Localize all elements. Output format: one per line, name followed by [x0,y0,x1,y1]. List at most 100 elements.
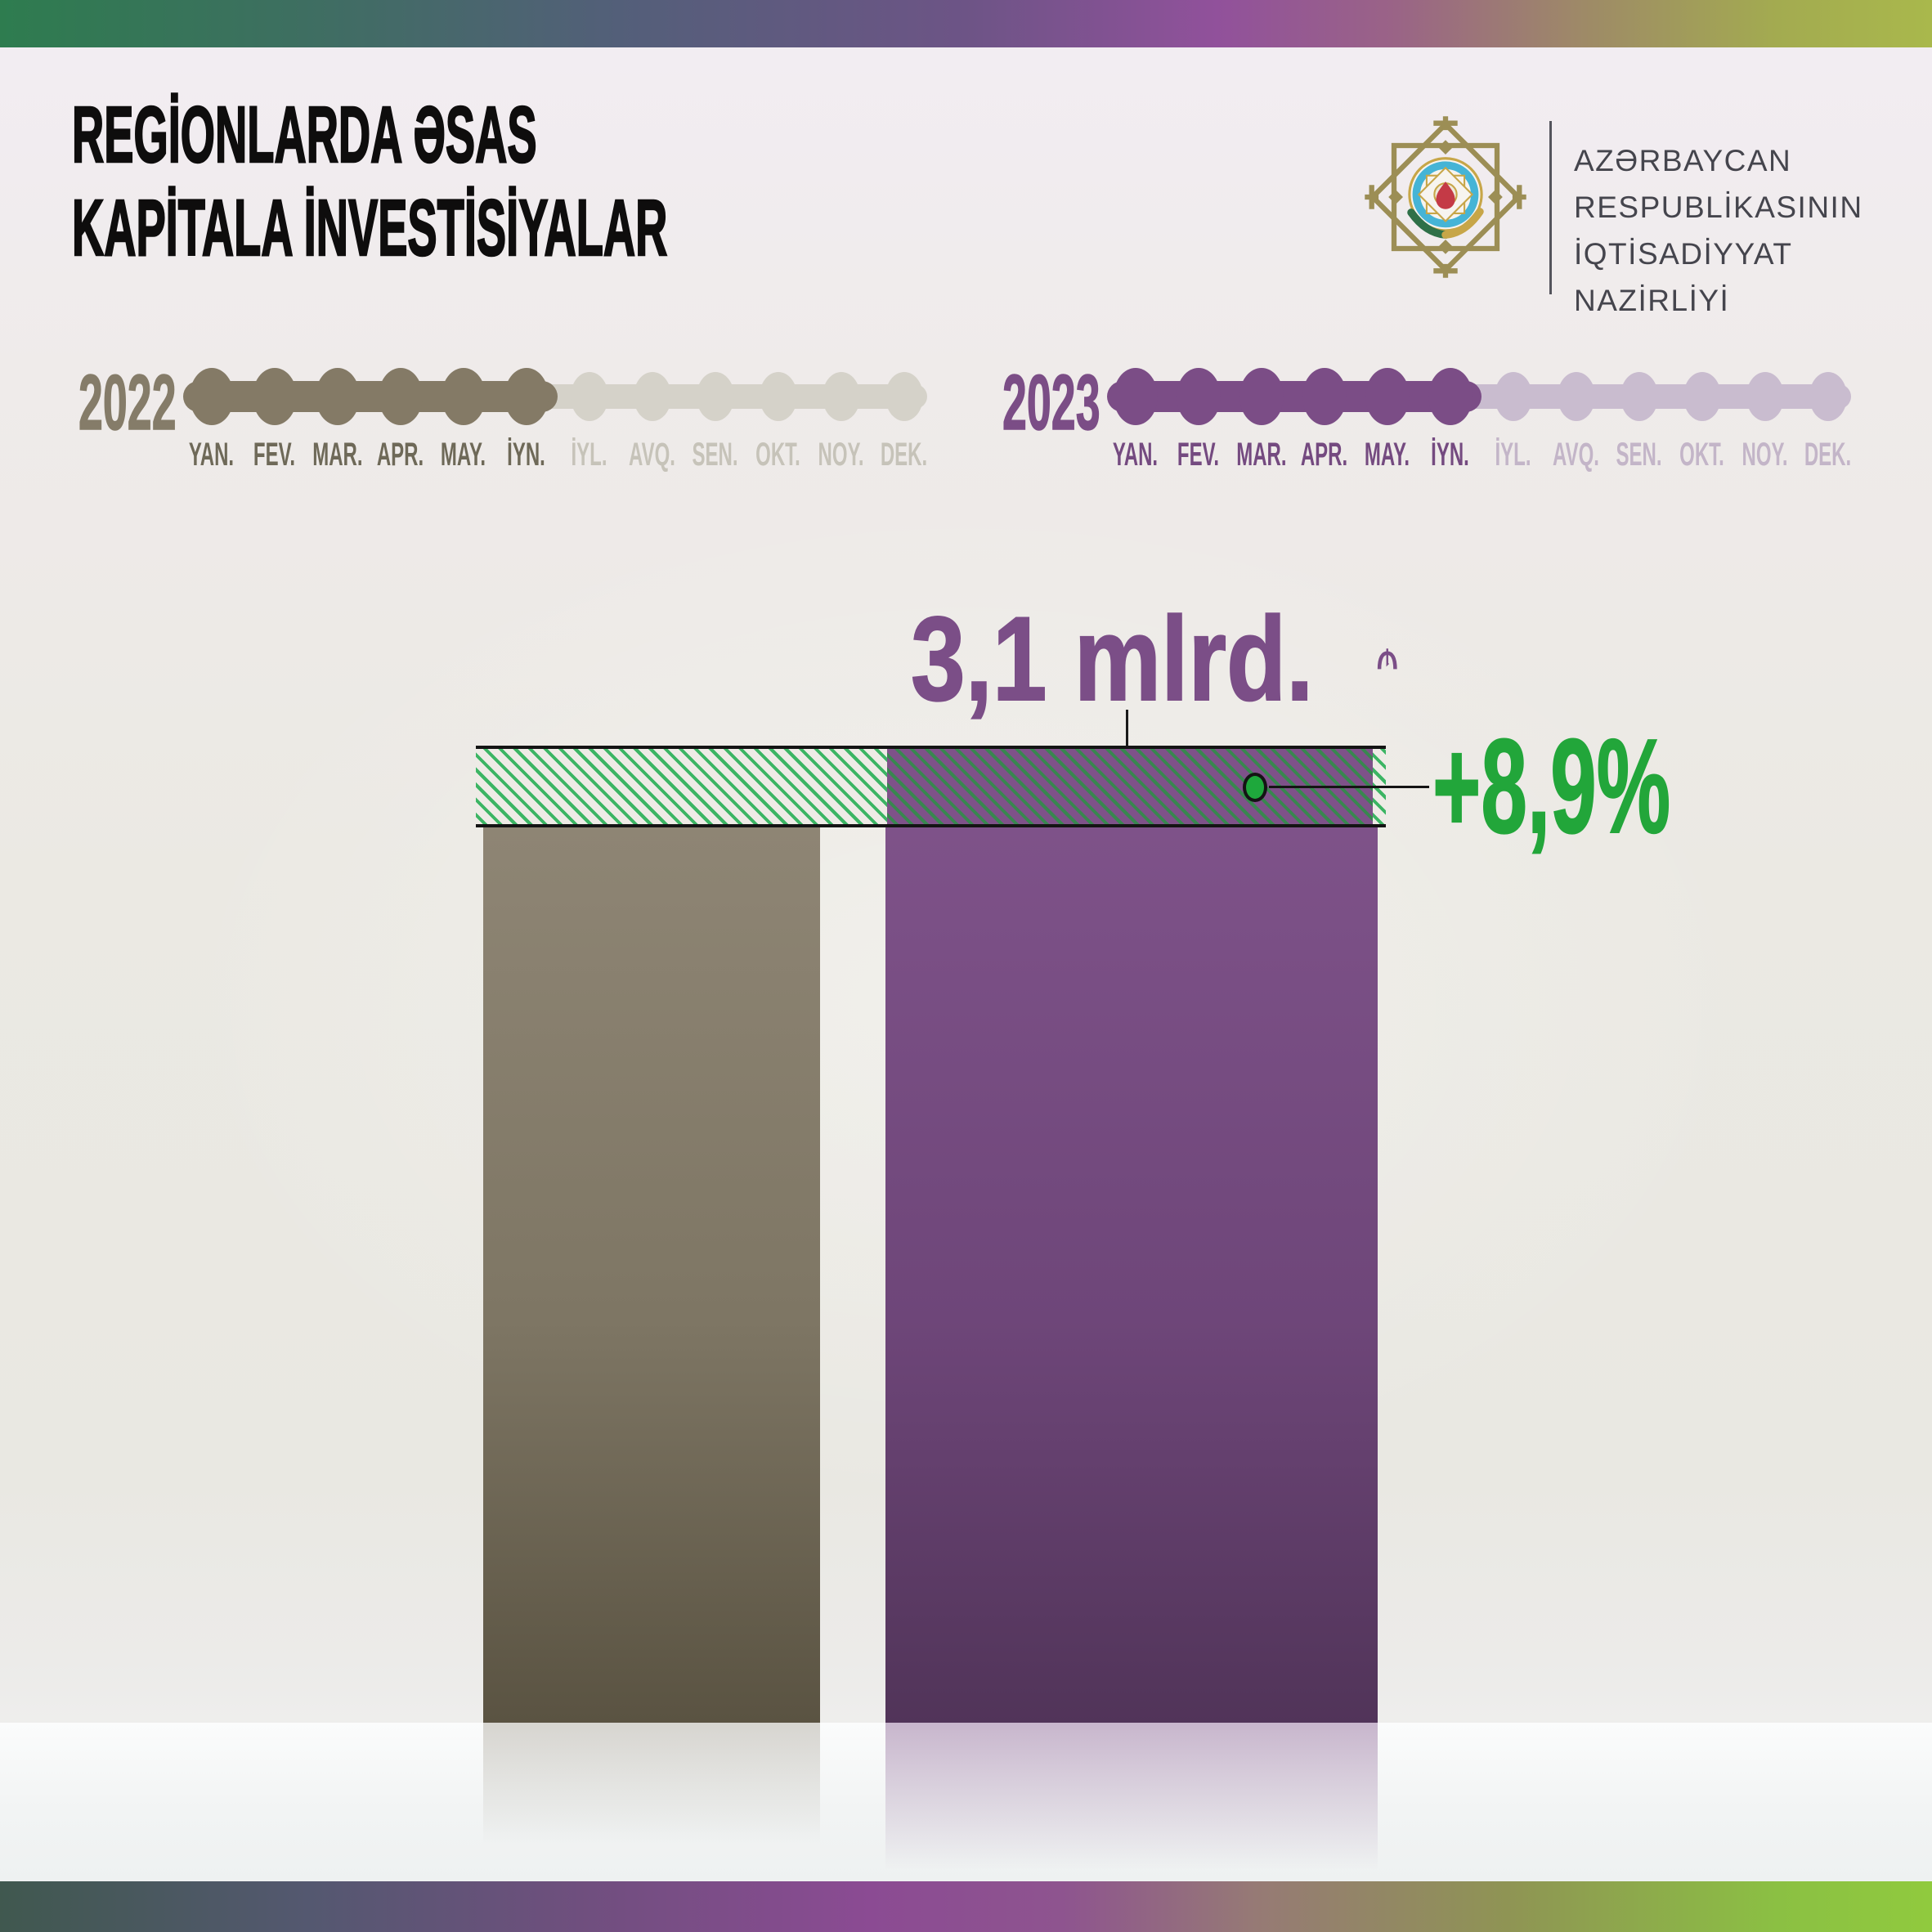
bar-2022 [483,827,820,1723]
month-label: İYL. [1495,437,1531,473]
top-gradient-bar [0,0,1932,47]
month-label: AVQ. [1553,437,1599,473]
month-dot-cell: SEN. [684,368,746,479]
month-dot-cell: MAR. [306,368,369,479]
month-label: APR. [376,437,424,473]
month-dot-cell: YAN. [1104,368,1167,479]
month-label: FEV. [253,437,296,473]
month-label: OKT. [1679,437,1724,473]
page-title-line2: KAPİTALA İNVESTİSİYALAR [71,182,668,274]
month-dot-cell: İYN. [1419,368,1481,479]
month-dot-cell: AVQ. [1544,368,1607,479]
timeline-2022: 2022 YAN. FEV. MAR. APR. MAY. İYN. İYL. … [78,359,935,479]
active-month-band [1107,381,1481,412]
month-dot [1113,368,1158,425]
month-dot [1302,368,1347,425]
bottom-gradient-bar [0,1881,1932,1932]
month-label: APR. [1300,437,1348,473]
reflection-bar-2023 [885,1723,1378,1870]
ministry-name-line4: NAZİRLİYİ [1574,284,1730,317]
growth-band [476,746,1386,827]
timeline-2023: 2023 YAN. FEV. MAR. APR. MAY. İYN. İYL. … [1002,359,1859,479]
month-dot [1365,368,1410,425]
month-label: İYL. [571,437,607,473]
growth-label: +8,9% [1432,711,1671,861]
month-chain-2022: YAN. FEV. MAR. APR. MAY. İYN. İYL. AVQ. … [180,368,935,479]
growth-callout-line [1269,786,1429,788]
bar-2023 [885,827,1378,1723]
growth-dot [1243,773,1267,802]
month-dot [441,368,486,425]
month-dot [759,372,797,421]
month-dot [189,368,234,425]
year-label-2023: 2023 [1002,359,1100,446]
month-dot [315,368,360,425]
month-dot [378,368,423,425]
month-dot-cell: AVQ. [621,368,684,479]
month-dot-cell: NOY. [1733,368,1796,479]
month-label: NOY. [1741,437,1788,473]
month-dot-cell: MAY. [432,368,495,479]
month-label: YAN. [1112,437,1159,473]
month-dot-cell: YAN. [180,368,243,479]
month-dot-cell: MAR. [1230,368,1293,479]
month-dot [1746,372,1784,421]
month-label: MAR. [312,437,363,473]
month-label: MAY. [440,437,486,473]
month-label: NOY. [818,437,864,473]
month-dot-cell: DEK. [872,368,935,479]
page-title: REGİONLARDA ƏSAS KAPİTALA İNVESTİSİYALAR [71,88,1136,275]
value-text: 3,1 mlrd. [910,592,1314,725]
month-dot [1557,372,1595,421]
year-label-2022: 2022 [78,359,177,446]
month-label: SEN. [692,437,738,473]
ministry-name-line2: RESPUBLİKASININ [1574,191,1863,224]
month-dot [1428,368,1473,425]
month-dot-cell: İYL. [558,368,621,479]
month-dot-cell: OKT. [746,368,809,479]
ministry-name-line3: İQTİSADİYYAT [1574,237,1793,271]
month-dot [504,368,549,425]
value-callout-line [1126,710,1128,746]
month-dot-cell: DEK. [1796,368,1859,479]
month-dot [696,372,734,421]
month-label: İYN. [507,437,545,473]
month-dot [1494,372,1532,421]
month-dot-cell: OKT. [1670,368,1733,479]
month-label: MAR. [1236,437,1287,473]
month-dot [885,372,923,421]
month-chain-2023: YAN. FEV. MAR. APR. MAY. İYN. İYL. AVQ. … [1104,368,1859,479]
floor [0,1723,1932,1881]
month-dot [633,372,671,421]
month-dot [1683,372,1721,421]
growth-band-hatch-left [476,746,887,827]
logo-divider [1549,121,1552,294]
month-dot [822,372,860,421]
active-month-band [183,381,558,412]
month-label: İYN. [1431,437,1469,473]
month-label: SEN. [1616,437,1662,473]
azerbaijan-emblem-ornament-icon [1365,116,1526,278]
manat-symbol-icon [1378,648,1398,670]
month-dot [1620,372,1658,421]
ministry-name-line1: AZƏRBAYCAN [1574,144,1792,177]
month-label: YAN. [188,437,235,473]
month-label: DEK. [880,437,928,473]
ministry-name: AZƏRBAYCAN RESPUBLİKASININ İQTİSADİYYAT … [1574,137,1863,324]
month-dot [1176,368,1221,425]
month-dot [570,372,608,421]
month-label: DEK. [1804,437,1852,473]
month-label: FEV. [1177,437,1220,473]
month-label: MAY. [1364,437,1410,473]
month-dot-cell: FEV. [1167,368,1230,479]
month-dot-cell: İYN. [495,368,558,479]
reflection-bar-2022 [483,1723,820,1845]
month-dot-cell: MAY. [1356,368,1419,479]
month-dot-cell: APR. [369,368,432,479]
month-dot-cell: NOY. [809,368,872,479]
value-label-2023: 3,1 mlrd. [867,592,1398,725]
month-dot [1239,368,1284,425]
month-dot-cell: İYL. [1481,368,1544,479]
month-dot-cell: FEV. [243,368,306,479]
